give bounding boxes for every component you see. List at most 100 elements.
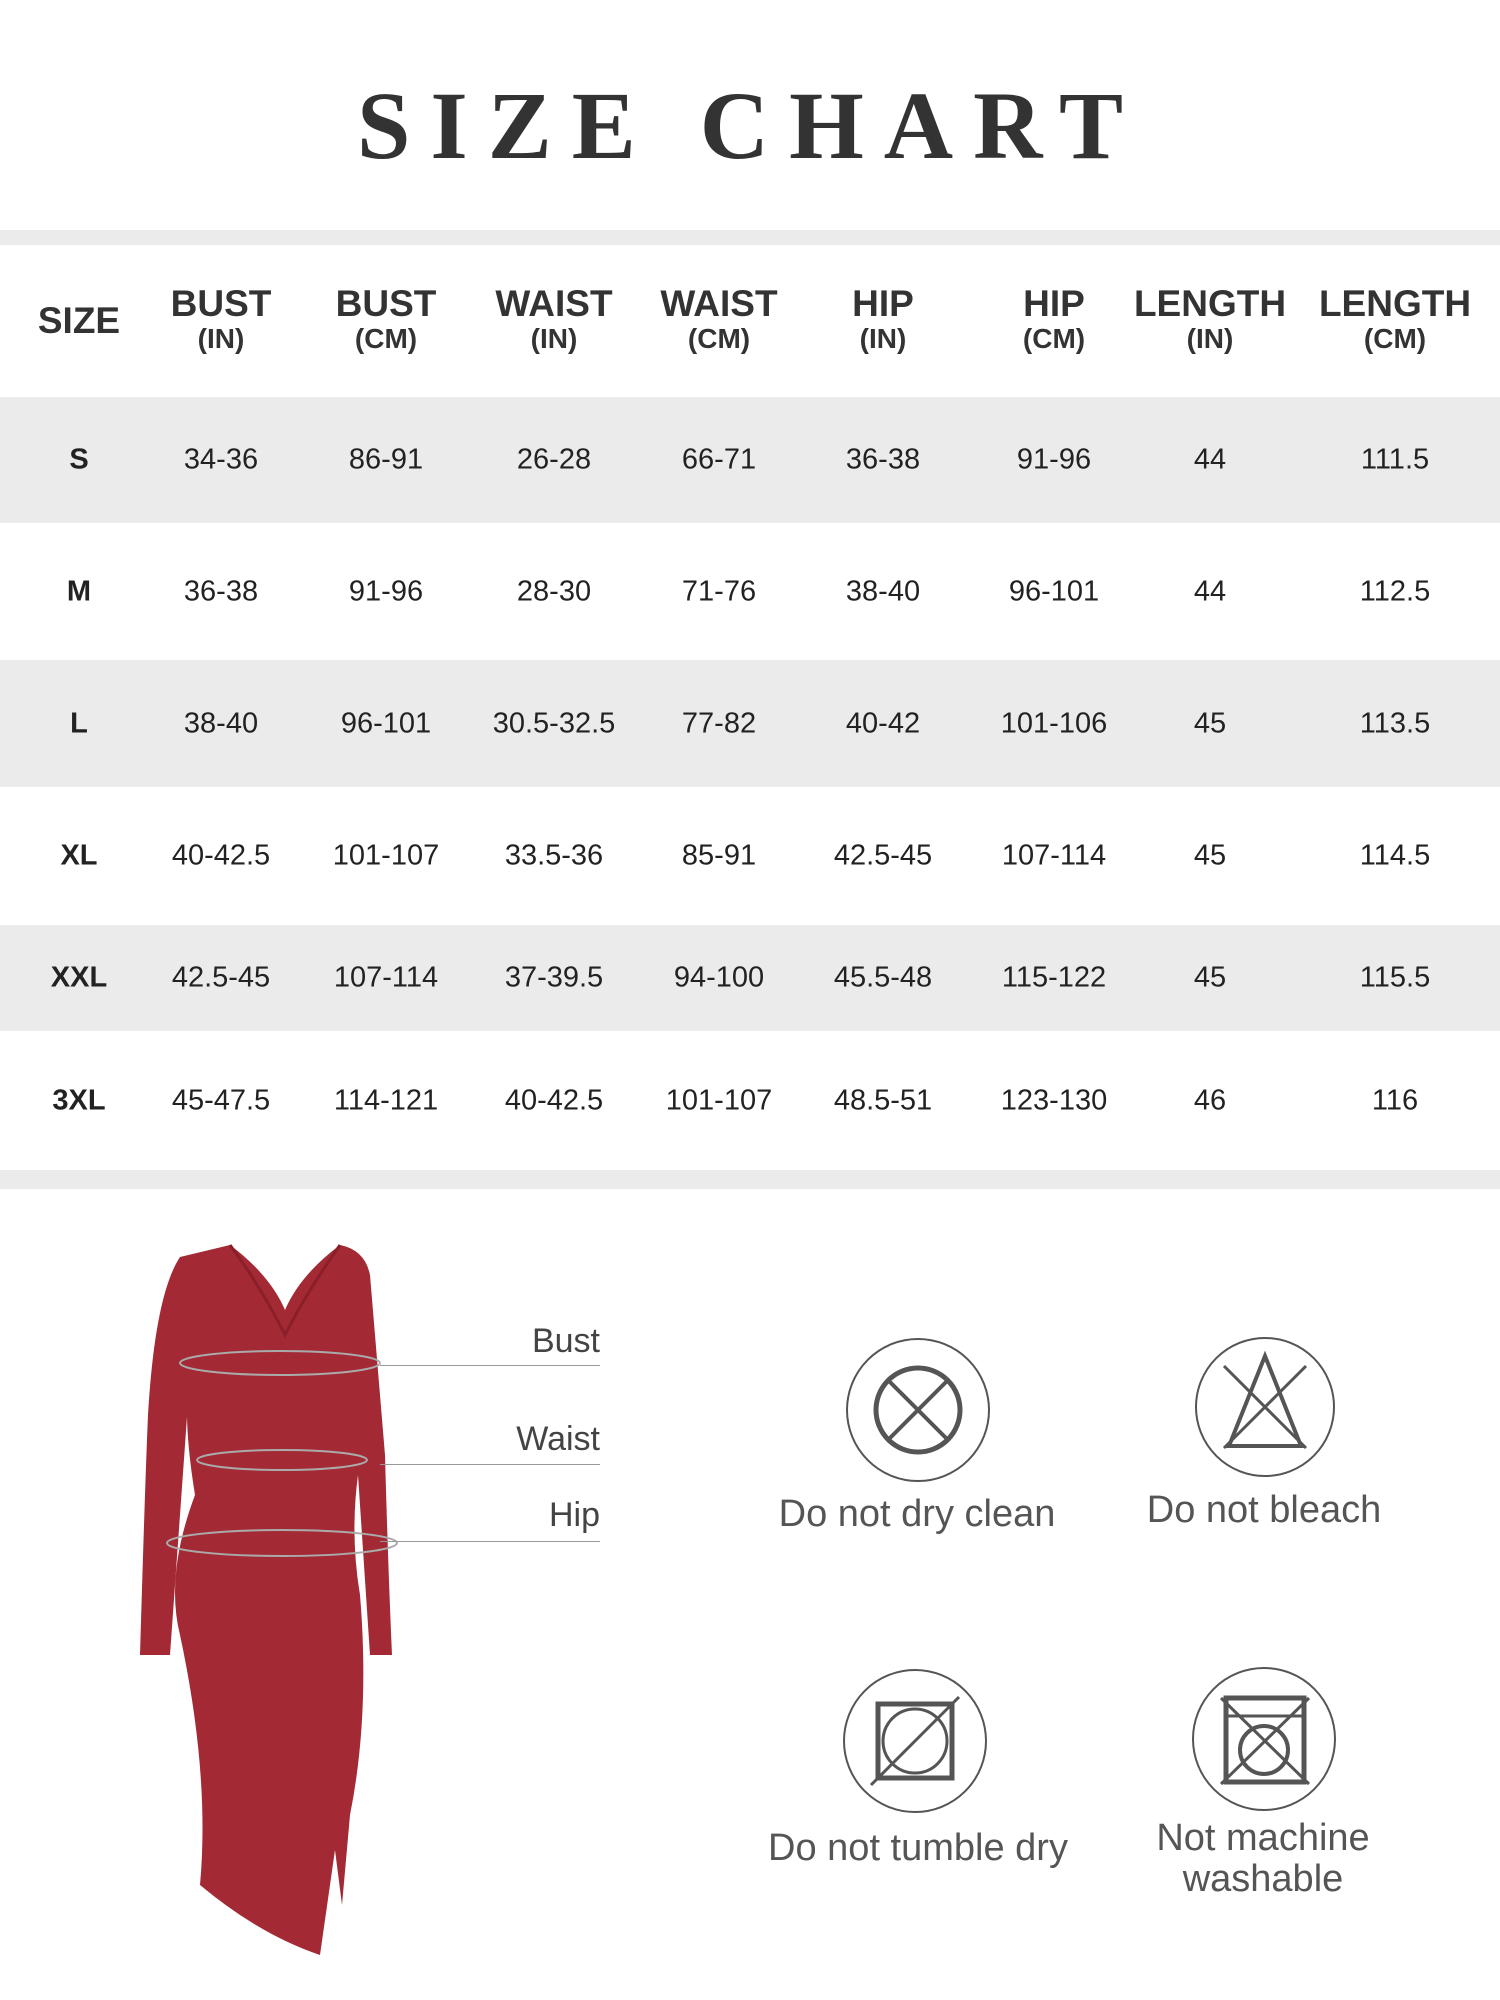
table-cell: 38-40 <box>845 575 921 607</box>
header-cell: BUST (CM) <box>335 283 437 356</box>
table-cell: 71-76 <box>681 575 757 607</box>
table-cell: 36-38 <box>183 575 259 607</box>
hip-line <box>380 1541 600 1542</box>
table-cell: 28-30 <box>516 575 592 607</box>
header-cell: LENGTH (IN) <box>1133 283 1287 356</box>
table-row: XXL 42.5-45 107-114 37-39.5 94-100 45.5-48 115… <box>0 925 1500 1031</box>
no-dry-clean-icon <box>846 1338 990 1482</box>
no-dry-clean-label: Do not dry clean <box>778 1493 1056 1535</box>
header-cell: HIP (IN) <box>852 283 914 356</box>
header-main: WAIST <box>495 283 613 324</box>
header-cell: WAIST (IN) <box>495 283 613 356</box>
size-cell: XXL <box>50 961 108 994</box>
table-cell: 107-114 <box>1001 839 1107 872</box>
header-unit: (CM) <box>1363 323 1427 354</box>
header-unit: (IN) <box>1186 323 1234 354</box>
table-cell: 42.5-45 <box>171 961 271 994</box>
table-cell: 40-42.5 <box>504 1084 604 1116</box>
table-cell: 44 <box>1193 575 1227 607</box>
table-cell: 34-36 <box>183 443 259 476</box>
header-main: BUST <box>170 283 272 324</box>
size-cell: M <box>66 575 92 607</box>
table-cell: 45 <box>1193 961 1227 994</box>
dress-illustration <box>140 1244 398 1955</box>
table-row: 3XL 45-47.5 114-121 40-42.5 101-107 48.5-51 12… <box>0 1031 1500 1170</box>
table-cell: 45.5-48 <box>833 961 933 994</box>
waist-line <box>380 1464 600 1465</box>
header-unit: (CM) <box>687 323 751 354</box>
no-machine-wash-icon <box>1192 1667 1336 1811</box>
table-cell: 101-107 <box>665 1084 773 1116</box>
no-machine-wash-label: Not machine washable <box>1156 1818 1369 1900</box>
header-main: SIZE <box>37 300 121 341</box>
table-cell: 45 <box>1193 707 1227 739</box>
size-cell: XL <box>60 839 98 872</box>
header-unit: (IN) <box>197 323 245 354</box>
table-cell: 114-121 <box>333 1084 439 1116</box>
header-cell: LENGTH (CM) <box>1318 283 1472 356</box>
no-machine-wash-label-line2: washable <box>1182 1858 1344 1900</box>
header-cell: BUST (IN) <box>170 283 272 356</box>
header-main: BUST <box>335 283 437 324</box>
table-cell: 96-101 <box>1008 575 1100 607</box>
table-cell: 48.5-51 <box>833 1084 933 1116</box>
header-main: HIP <box>1023 283 1085 324</box>
table-cell: 111.5 <box>1360 443 1430 476</box>
table-cell: 42.5-45 <box>833 839 933 872</box>
table-cell: 113.5 <box>1359 707 1431 739</box>
table-cell: 114.5 <box>1359 839 1431 872</box>
table-cell: 26-28 <box>516 443 592 476</box>
table-cell: 45-47.5 <box>171 1084 271 1116</box>
table-cell: 37-39.5 <box>504 961 604 994</box>
table-cell: 85-91 <box>681 839 757 872</box>
no-bleach-icon <box>1195 1337 1335 1477</box>
table-cell: 44 <box>1193 443 1227 476</box>
table-cell: 30.5-32.5 <box>492 707 616 739</box>
table-cell: 77-82 <box>681 707 757 739</box>
size-cell: L <box>70 707 88 739</box>
table-cell: 36-38 <box>845 443 921 476</box>
no-tumble-dry-icon <box>843 1669 987 1813</box>
no-tumble-dry-label: Do not tumble dry <box>768 1827 1068 1869</box>
table-cell: 91-96 <box>348 575 424 607</box>
size-cell: 3XL <box>52 1084 106 1116</box>
table-cell: 46 <box>1193 1084 1227 1116</box>
table-cell: 66-71 <box>681 443 757 476</box>
header-unit: (CM) <box>1022 323 1086 354</box>
no-machine-wash-label-line1: Not machine <box>1156 1817 1370 1859</box>
header-cell: WAIST (CM) <box>660 283 778 356</box>
table-cell: 33.5-36 <box>504 839 604 872</box>
waist-label: Waist <box>516 1420 600 1458</box>
page-title: SIZE CHART <box>356 72 1144 179</box>
header-main: LENGTH <box>1133 283 1287 324</box>
divider-bottom <box>0 1170 1500 1189</box>
table-row: M 36-38 91-96 28-30 71-76 38-40 96-101 44 112.5 <box>0 523 1500 660</box>
table-header: SIZE BUST (IN) BUST (CM) WAIST (IN) WAIST (CM) HI… <box>0 245 1500 397</box>
table-cell: 86-91 <box>348 443 424 476</box>
table-cell: 101-107 <box>332 839 440 872</box>
table-cell: 107-114 <box>333 961 439 994</box>
header-unit: (IN) <box>859 323 907 354</box>
header-unit: (CM) <box>354 323 418 354</box>
table-row: L 38-40 96-101 30.5-32.5 77-82 40-42 101-106 45… <box>0 660 1500 787</box>
table-cell: 91-96 <box>1016 443 1092 476</box>
table-cell: 38-40 <box>183 707 259 739</box>
table-cell: 40-42 <box>845 707 921 739</box>
size-cell: S <box>69 443 89 476</box>
header-main: HIP <box>852 283 914 324</box>
table-cell: 96-101 <box>340 707 432 739</box>
table-cell: 112.5 <box>1359 575 1431 607</box>
table-cell: 115.5 <box>1359 961 1431 994</box>
divider-top <box>0 230 1500 245</box>
table-row: XL 40-42.5 101-107 33.5-36 85-91 42.5-45 107-1… <box>0 787 1500 925</box>
header-main: LENGTH <box>1318 283 1472 324</box>
header-main: WAIST <box>660 283 778 324</box>
table-cell: 116 <box>1371 1084 1419 1116</box>
table-cell: 45 <box>1193 839 1227 872</box>
table-cell: 101-106 <box>1000 707 1108 739</box>
table-cell: 40-42.5 <box>171 839 271 872</box>
table-cell: 115-122 <box>1001 961 1107 994</box>
header-unit: (IN) <box>530 323 578 354</box>
hip-label: Hip <box>548 1496 600 1534</box>
header-cell: HIP (CM) <box>1022 283 1086 356</box>
